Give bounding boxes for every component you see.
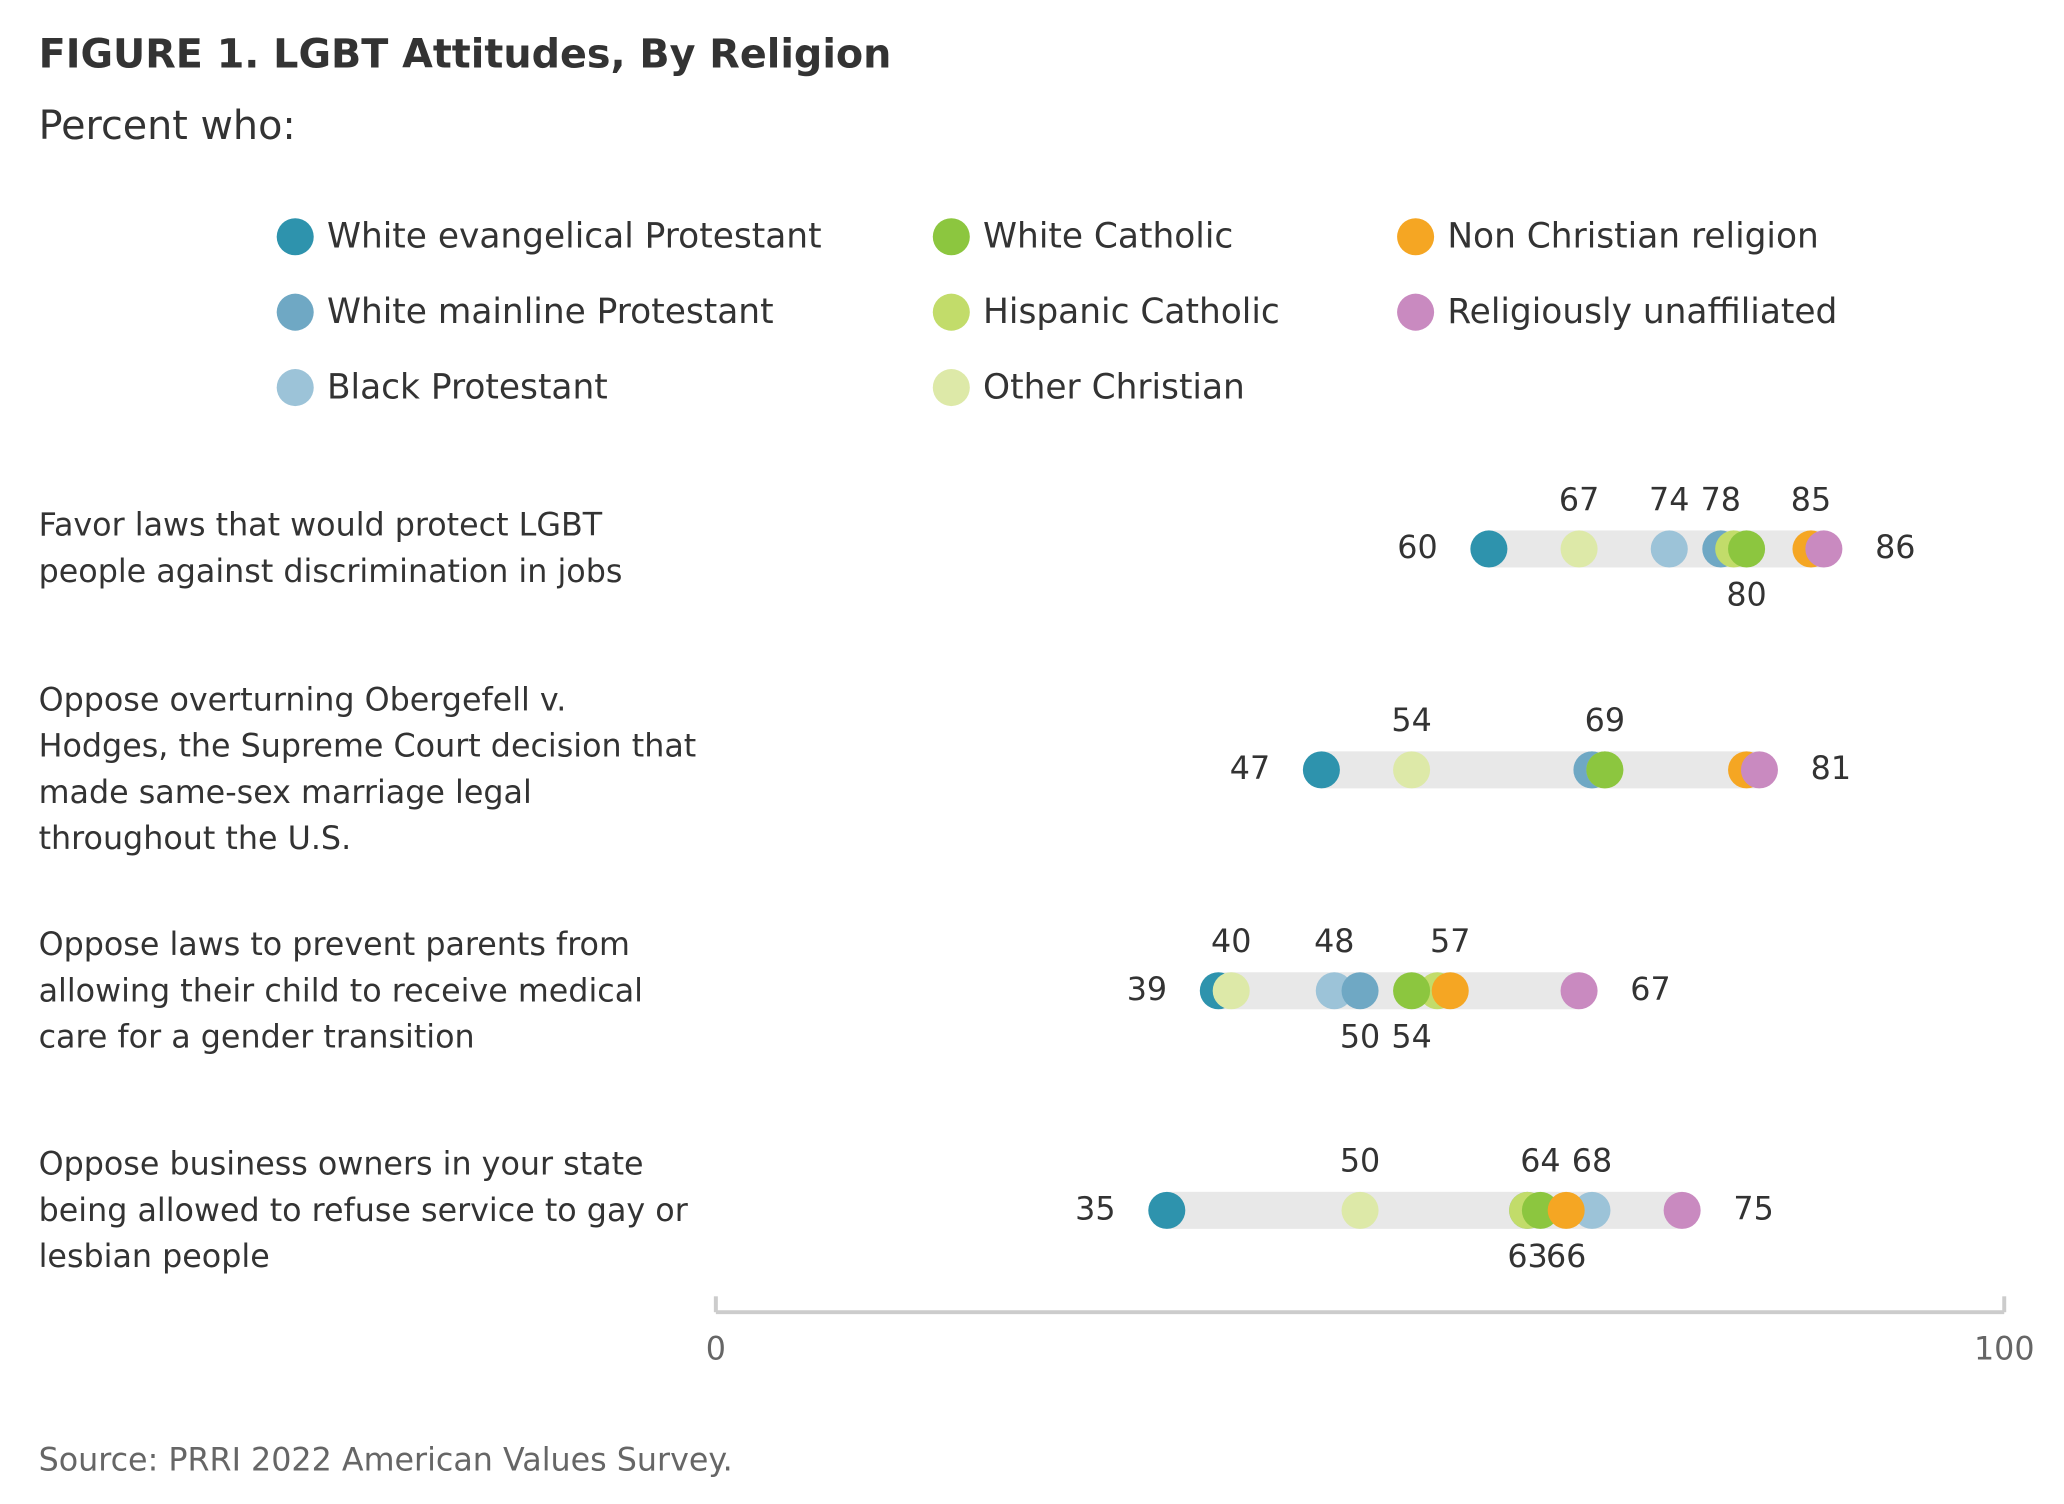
- legend-swatch: [1397, 293, 1435, 331]
- data-label: 47: [1230, 751, 1270, 787]
- legend-label: White mainline Protestant: [327, 292, 774, 332]
- data-label: 81: [1811, 751, 1851, 787]
- data-label: 74: [1649, 482, 1689, 518]
- dot: [1560, 530, 1598, 568]
- dot: [1431, 972, 1469, 1010]
- legend-swatch: [276, 293, 314, 331]
- data-label: 54: [1391, 1019, 1431, 1055]
- x-tick-label: 0: [706, 1332, 726, 1368]
- data-label: 63: [1507, 1239, 1547, 1275]
- dot: [1470, 530, 1508, 568]
- data-label: 78: [1701, 482, 1741, 518]
- data-label: 75: [1733, 1191, 1773, 1227]
- legend-label: Religiously unaffiliated: [1447, 292, 1837, 332]
- dot: [1740, 751, 1778, 789]
- dot: [1302, 751, 1340, 789]
- dot: [1650, 530, 1688, 568]
- data-label: 60: [1397, 530, 1437, 566]
- chart-subtitle: Percent who:: [39, 103, 296, 149]
- dot: [1547, 1191, 1585, 1229]
- legend-swatch: [1397, 218, 1435, 256]
- dot: [1521, 1191, 1559, 1229]
- dot: [1663, 1191, 1701, 1229]
- legend-swatch: [276, 369, 314, 407]
- dot: [1573, 1191, 1611, 1229]
- data-label: 69: [1585, 703, 1625, 739]
- data-label: 50: [1340, 1019, 1380, 1055]
- category-label-box: Favor laws that would protect LGBT peopl…: [38, 506, 623, 590]
- data-label: 39: [1127, 972, 1167, 1008]
- dot: [1393, 972, 1431, 1010]
- legend-label: Black Protestant: [327, 367, 608, 407]
- dot: [1341, 1191, 1379, 1229]
- data-label: 50: [1340, 1144, 1380, 1180]
- category-label: Oppose business owners in your state bei…: [38, 1144, 688, 1275]
- x-tick-label: 100: [1974, 1332, 2035, 1368]
- data-label: 85: [1791, 482, 1831, 518]
- category-label-box: Oppose laws to prevent parents from allo…: [38, 925, 644, 1055]
- data-label: 54: [1391, 703, 1431, 739]
- data-label: 35: [1075, 1191, 1115, 1227]
- data-label: 48: [1314, 924, 1354, 960]
- dot: [1560, 972, 1598, 1010]
- legend-swatch: [932, 369, 970, 407]
- data-label: 86: [1875, 530, 1915, 566]
- category-label: Favor laws that would protect LGBT peopl…: [38, 506, 623, 590]
- dot: [1212, 972, 1250, 1010]
- category-label-box: Oppose overturning Obergefell v. Hodges,…: [38, 681, 697, 858]
- range-bar: [1321, 751, 1760, 789]
- data-label: 66: [1546, 1239, 1586, 1275]
- legend-swatch: [932, 293, 970, 331]
- source-note: Source: PRRI 2022 American Values Survey…: [39, 1443, 733, 1479]
- legend-label: Non Christian religion: [1447, 217, 1818, 257]
- data-label: 67: [1559, 482, 1599, 518]
- chart-title: FIGURE 1. LGBT Attitudes, By Religion: [39, 31, 892, 77]
- dot: [1148, 1191, 1186, 1229]
- data-label: 57: [1430, 924, 1470, 960]
- data-label: 67: [1630, 972, 1670, 1008]
- dot: [1805, 530, 1843, 568]
- category-label-box: Oppose business owners in your state bei…: [38, 1144, 688, 1275]
- data-label: 80: [1726, 578, 1766, 614]
- legend-label: White Catholic: [983, 217, 1233, 257]
- legend-swatch: [276, 218, 314, 256]
- legend-label: White evangelical Protestant: [327, 217, 822, 257]
- dot: [1341, 972, 1379, 1010]
- data-label: 40: [1211, 924, 1251, 960]
- dot: [1586, 751, 1624, 789]
- category-label: Oppose laws to prevent parents from allo…: [38, 925, 644, 1055]
- legend-label: Hispanic Catholic: [983, 292, 1280, 332]
- dot: [1315, 972, 1353, 1010]
- dot: [1728, 530, 1766, 568]
- data-label: 64: [1520, 1144, 1560, 1180]
- data-label: 68: [1572, 1144, 1612, 1180]
- dot: [1393, 751, 1431, 789]
- legend-label: Other Christian: [983, 367, 1245, 407]
- legend-swatch: [932, 218, 970, 256]
- category-label: Oppose overturning Obergefell v. Hodges,…: [38, 681, 697, 858]
